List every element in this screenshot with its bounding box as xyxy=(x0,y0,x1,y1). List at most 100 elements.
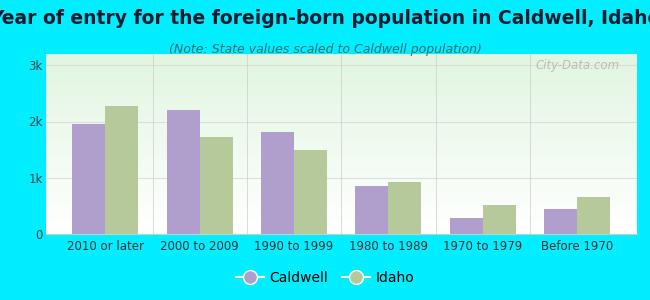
Bar xyxy=(46,135,637,137)
Text: (Note: State values scaled to Caldwell population): (Note: State values scaled to Caldwell p… xyxy=(168,44,482,56)
Bar xyxy=(46,81,637,83)
Bar xyxy=(46,220,637,221)
Bar xyxy=(46,225,637,227)
Bar xyxy=(46,203,637,205)
Bar xyxy=(46,130,637,131)
Bar xyxy=(46,86,637,88)
Bar xyxy=(105,106,138,234)
Bar xyxy=(46,112,637,113)
Bar xyxy=(46,158,637,160)
Bar xyxy=(46,139,637,140)
Bar xyxy=(46,54,637,56)
Bar xyxy=(46,171,637,173)
Bar xyxy=(46,157,637,158)
Bar xyxy=(46,65,637,67)
Bar xyxy=(46,70,637,72)
Bar xyxy=(46,126,637,128)
Bar xyxy=(46,153,637,155)
Bar xyxy=(46,122,637,124)
Bar xyxy=(46,68,637,70)
Bar xyxy=(46,59,637,61)
Bar xyxy=(46,72,637,74)
Bar xyxy=(46,144,637,146)
Bar xyxy=(46,167,637,169)
Bar xyxy=(46,166,637,167)
Bar xyxy=(46,198,637,200)
Bar xyxy=(46,162,637,164)
Bar xyxy=(46,95,637,97)
Bar xyxy=(46,63,637,65)
Bar xyxy=(46,90,637,92)
Bar xyxy=(46,212,637,214)
Bar xyxy=(46,137,637,139)
Bar xyxy=(46,121,637,122)
Bar xyxy=(46,74,637,76)
Bar xyxy=(46,180,637,182)
Bar xyxy=(46,99,637,101)
Bar xyxy=(46,200,637,202)
Bar xyxy=(46,189,637,191)
Bar xyxy=(46,227,637,229)
Bar xyxy=(450,218,483,234)
Bar xyxy=(46,214,637,216)
Bar xyxy=(46,94,637,95)
Bar xyxy=(483,205,516,234)
Bar xyxy=(46,205,637,207)
Bar xyxy=(46,128,637,130)
Bar xyxy=(261,132,294,234)
Bar xyxy=(46,187,637,189)
Bar xyxy=(46,79,637,81)
Bar xyxy=(46,106,637,108)
Bar xyxy=(46,232,637,234)
Bar xyxy=(46,77,637,79)
Bar xyxy=(46,119,637,121)
Bar xyxy=(46,184,637,185)
Legend: Caldwell, Idaho: Caldwell, Idaho xyxy=(230,265,420,290)
Bar xyxy=(389,182,421,234)
Bar xyxy=(200,137,233,234)
Bar xyxy=(46,113,637,115)
Bar xyxy=(46,133,637,135)
Bar xyxy=(46,207,637,209)
Bar xyxy=(46,131,637,133)
Bar xyxy=(46,110,637,112)
Bar xyxy=(46,124,637,126)
Bar xyxy=(46,148,637,149)
Bar xyxy=(46,211,637,212)
Bar xyxy=(46,92,637,94)
Bar xyxy=(46,88,637,90)
Bar xyxy=(46,209,637,211)
Bar xyxy=(46,140,637,142)
Bar xyxy=(46,164,637,166)
Bar xyxy=(46,173,637,175)
Bar xyxy=(46,101,637,103)
Bar xyxy=(46,76,637,77)
Bar xyxy=(46,115,637,117)
Bar xyxy=(46,191,637,193)
Bar xyxy=(46,97,637,99)
Bar xyxy=(46,218,637,220)
Bar xyxy=(46,229,637,230)
Bar xyxy=(46,104,637,106)
Bar xyxy=(46,149,637,151)
Bar xyxy=(46,61,637,63)
Bar xyxy=(294,150,327,234)
Bar xyxy=(46,83,637,85)
Bar xyxy=(46,178,637,180)
Bar xyxy=(46,151,637,153)
Bar xyxy=(356,186,389,234)
Bar xyxy=(46,160,637,162)
Bar xyxy=(46,176,637,178)
Text: Year of entry for the foreign-born population in Caldwell, Idaho: Year of entry for the foreign-born popul… xyxy=(0,9,650,28)
Bar xyxy=(46,202,637,203)
Bar xyxy=(46,196,637,198)
Bar xyxy=(46,182,637,184)
Bar xyxy=(577,197,610,234)
Bar xyxy=(46,169,637,171)
Bar xyxy=(166,110,200,234)
Bar xyxy=(46,85,637,86)
Bar xyxy=(46,142,637,144)
Bar xyxy=(46,155,637,157)
Bar xyxy=(46,230,637,232)
Bar xyxy=(46,67,637,68)
